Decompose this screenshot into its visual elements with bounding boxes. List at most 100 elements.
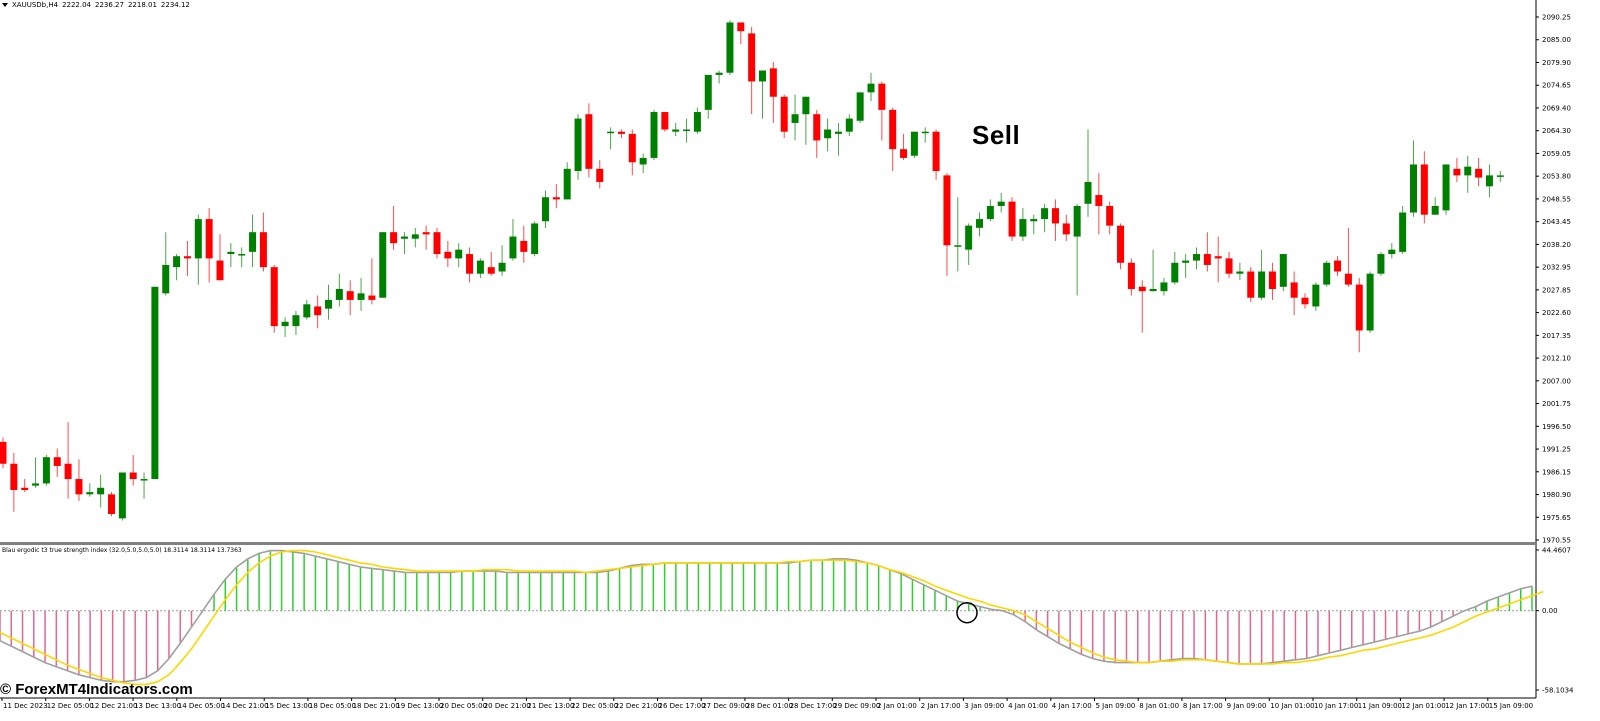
candle-body [325,299,332,309]
price-tick-label: 2022.60 [1542,309,1571,317]
candle-body [259,232,267,268]
candle-body [650,112,658,158]
candle-body [1464,166,1472,176]
time-tick-label: 10 Jan 01:00 [1270,702,1314,710]
candle-body [1019,219,1027,237]
time-tick-label: 11 Dec 2023 [3,702,48,710]
candle-body [780,96,788,132]
time-tick-label: 28 Dec 17:00 [790,702,837,710]
price-tick-label: 1970.55 [1542,537,1571,545]
candle-body [1290,282,1298,298]
candle-body [965,225,973,250]
time-tick-label: 5 Jan 09:00 [1096,702,1136,710]
sell-annotation: Sell [972,120,1021,150]
candle-body [346,291,354,300]
candle-body [1301,297,1309,305]
time-tick-label: 18 Dec 05:00 [309,702,356,710]
time-tick-label: 12 Jan 01:00 [1401,702,1445,710]
time-tick-label: 28 Dec 01:00 [746,702,793,710]
candle-body [422,232,430,235]
candle-body [1410,164,1417,213]
candle-body [704,74,712,110]
candle-body [400,236,408,239]
candle-body [162,264,170,294]
candle-body [1095,195,1103,206]
dropdown-triangle-icon[interactable] [2,3,8,7]
time-tick-label: 29 Dec 09:00 [833,702,880,710]
candle-body [1149,288,1157,292]
time-tick-label: 15 Jan 09:00 [1489,702,1533,710]
candle-body [335,288,343,300]
candle-body [86,492,94,495]
price-tick-label: 2064.30 [1542,127,1571,135]
candle-body [1008,201,1016,237]
candle-body [520,240,528,252]
candle-body [1475,168,1483,178]
candle-body [194,219,202,259]
candle-body [444,251,452,259]
time-tick-label: 26 Dec 17:00 [659,702,706,710]
candle-body [303,304,311,318]
time-tick-label: 18 Dec 21:00 [353,702,400,710]
candle-body [1344,273,1352,285]
candle-body [889,109,897,150]
time-tick-label: 27 Dec 09:00 [702,702,749,710]
price-tick-label: 2001.75 [1542,400,1571,408]
candle-body [791,114,799,123]
candle-body [900,149,908,158]
candle-body [53,457,61,466]
candle-body [140,479,148,481]
candle-body [802,96,810,115]
indicator-tick-label: -58.1034 [1542,687,1574,695]
candle-body [1236,271,1244,274]
candle-body [10,463,18,490]
price-tick-label: 2012.10 [1542,355,1571,363]
candle-body [661,112,669,130]
candle-body [1051,208,1059,224]
candle-body [1312,284,1320,307]
price-tick-label: 1975.65 [1542,514,1571,522]
candle-body [639,157,647,165]
time-tick-label: 12 Dec 21:00 [90,702,137,710]
candle-body [1399,212,1407,252]
candle-body [1366,273,1374,331]
time-tick-label: 2 Jan 01:00 [877,702,917,710]
time-tick-label: 22 Dec 21:00 [615,702,662,710]
candle-body [1182,260,1190,263]
time-tick-label: 20 Dec 05:00 [440,702,487,710]
price-tick-label: 2074.65 [1542,82,1571,90]
candle-body [824,129,832,139]
candle-body [834,131,842,134]
candle-body [487,267,495,274]
candle-body [314,306,322,316]
price-tick-label: 1991.25 [1542,446,1571,454]
candle-body [1138,286,1146,292]
pane-separator[interactable] [0,542,1536,545]
candle-body [737,22,745,32]
price-tick-label: 2007.00 [1542,377,1571,385]
candle-body [108,494,115,515]
time-tick-label: 14 Dec 05:00 [178,702,225,710]
time-tick-label: 20 Dec 21:00 [484,702,531,710]
candle-body [693,112,701,132]
candle-body [151,286,159,480]
candle-body [292,315,300,327]
candle-body [183,256,191,259]
candle-body [552,197,560,200]
time-tick-label: 3 Jan 09:00 [964,702,1004,710]
candle-body [1171,262,1179,283]
candle-body [683,129,691,132]
high-value: 2236.27 [95,1,124,9]
candle-body [238,254,246,256]
candle-body [205,219,213,259]
price-tick-label: 2048.55 [1542,195,1571,203]
candle-body [1334,260,1342,272]
low-value: 2218.01 [127,1,157,9]
candle-body [867,83,875,93]
price-tick-label: 2085.00 [1542,36,1571,44]
candle-body [585,114,593,169]
candle-body [1193,254,1200,261]
candle-body [596,168,604,182]
